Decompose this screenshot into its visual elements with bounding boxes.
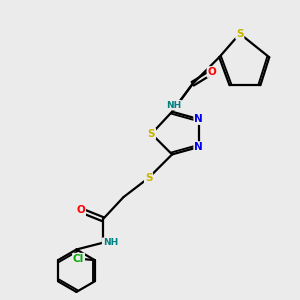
Text: Cl: Cl [73, 254, 84, 264]
Text: S: S [148, 129, 155, 139]
Text: O: O [208, 67, 216, 77]
Text: O: O [76, 206, 85, 215]
Text: S: S [236, 29, 244, 39]
Text: N: N [194, 142, 203, 152]
Text: NH: NH [166, 101, 181, 110]
Text: S: S [145, 173, 152, 183]
Text: N: N [194, 114, 203, 124]
Text: NH: NH [103, 238, 118, 247]
